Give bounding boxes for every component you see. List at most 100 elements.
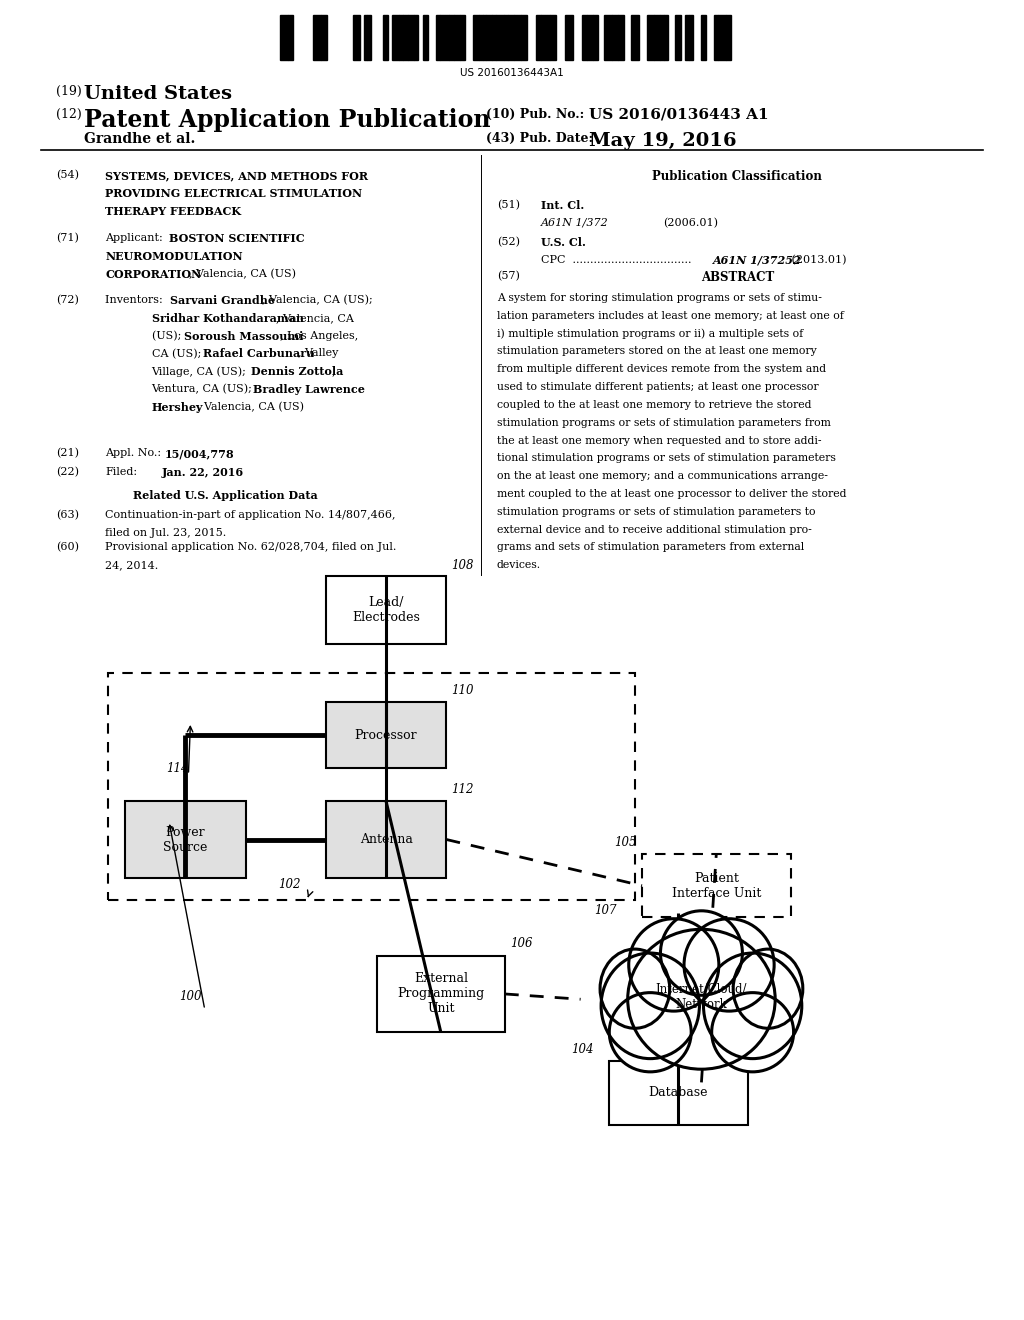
Text: stimulation parameters stored on the at least one memory: stimulation parameters stored on the at …	[497, 346, 816, 356]
Bar	[664, 15, 668, 59]
Text: 106: 106	[510, 937, 532, 950]
Text: i) multiple stimulation programs or ii) a multiple sets of: i) multiple stimulation programs or ii) …	[497, 329, 803, 339]
Ellipse shape	[629, 919, 719, 1011]
Text: US 2016/0136443 A1: US 2016/0136443 A1	[589, 108, 768, 121]
Bar	[685, 15, 689, 59]
Text: Ventura, CA (US);: Ventura, CA (US);	[152, 384, 256, 395]
Text: (72): (72)	[56, 294, 79, 305]
Ellipse shape	[609, 993, 691, 1072]
Bar	[364, 15, 368, 59]
Text: CORPORATION: CORPORATION	[105, 269, 202, 280]
Text: CPC  ..................................: CPC ..................................	[541, 255, 691, 265]
Text: (63): (63)	[56, 510, 79, 520]
Bar	[482, 15, 486, 59]
Bar	[436, 15, 440, 59]
Bar	[582, 15, 587, 59]
Bar	[454, 15, 460, 59]
FancyBboxPatch shape	[326, 801, 446, 878]
Text: ment coupled to the at least one processor to deliver the stored: ment coupled to the at least one process…	[497, 488, 846, 499]
Text: 108: 108	[452, 558, 474, 572]
Text: CA (US);: CA (US);	[152, 348, 205, 359]
Text: (60): (60)	[56, 543, 79, 552]
Text: used to stimulate different patients; at least one processor: used to stimulate different patients; at…	[497, 381, 818, 392]
Bar	[313, 15, 321, 59]
Text: 15/004,778: 15/004,778	[165, 447, 234, 459]
Ellipse shape	[600, 949, 670, 1028]
Text: Publication Classification: Publication Classification	[652, 170, 822, 183]
Text: Jan. 22, 2016: Jan. 22, 2016	[162, 467, 244, 478]
Text: coupled to the at least one memory to retrieve the stored: coupled to the at least one memory to re…	[497, 400, 811, 411]
Bar	[368, 15, 371, 59]
Bar	[460, 15, 465, 59]
Bar	[496, 15, 504, 59]
FancyBboxPatch shape	[326, 576, 446, 644]
Bar	[440, 15, 449, 59]
Bar	[604, 15, 611, 59]
Text: Related U.S. Application Data: Related U.S. Application Data	[133, 490, 317, 502]
Bar	[647, 15, 653, 59]
Text: A system for storing stimulation programs or sets of stimu-: A system for storing stimulation program…	[497, 293, 821, 304]
Text: Database: Database	[648, 1086, 709, 1100]
Text: lation parameters includes at least one memory; at least one of: lation parameters includes at least one …	[497, 310, 844, 321]
Text: , Valencia, CA (US): , Valencia, CA (US)	[189, 269, 296, 279]
Text: Provisional application No. 62/028,704, filed on Jul.: Provisional application No. 62/028,704, …	[105, 543, 397, 552]
Text: Applicant:: Applicant:	[105, 234, 170, 243]
Text: (71): (71)	[56, 234, 79, 243]
Text: from multiple different devices remote from the system and: from multiple different devices remote f…	[497, 364, 825, 375]
Bar	[504, 15, 508, 59]
Text: , Valencia, CA (US): , Valencia, CA (US)	[197, 401, 303, 412]
Text: (54): (54)	[56, 170, 79, 181]
Text: (43) Pub. Date:: (43) Pub. Date:	[486, 132, 594, 145]
Text: (22): (22)	[56, 467, 79, 478]
Text: (52): (52)	[497, 238, 519, 247]
Text: Dennis Zottola: Dennis Zottola	[251, 366, 343, 378]
Bar	[449, 15, 454, 59]
Text: 24, 2014.: 24, 2014.	[105, 560, 159, 570]
Text: (10) Pub. No.:: (10) Pub. No.:	[486, 108, 585, 121]
Text: Grandhe et al.: Grandhe et al.	[84, 132, 196, 147]
Text: Int. Cl.: Int. Cl.	[541, 201, 584, 211]
FancyBboxPatch shape	[642, 854, 791, 917]
Text: Village, CA (US);: Village, CA (US);	[152, 366, 250, 376]
Bar	[486, 15, 492, 59]
Bar	[280, 15, 288, 59]
Bar	[508, 15, 514, 59]
Text: , Los Angeles,: , Los Angeles,	[280, 330, 357, 341]
Text: 102: 102	[279, 878, 301, 891]
Text: , Valley: , Valley	[298, 348, 338, 359]
Text: U.S. Cl.: U.S. Cl.	[541, 238, 586, 248]
Bar	[718, 15, 726, 59]
Text: A61N 1/37252: A61N 1/37252	[713, 255, 802, 265]
Bar	[514, 15, 521, 59]
Text: Power
Source: Power Source	[163, 825, 208, 854]
Bar	[660, 15, 664, 59]
Bar	[352, 15, 359, 59]
Bar	[536, 15, 542, 59]
Text: Antenna: Antenna	[359, 833, 413, 846]
Ellipse shape	[684, 919, 774, 1011]
Text: (57): (57)	[497, 271, 519, 281]
Bar	[383, 15, 387, 59]
Text: Filed:: Filed:	[105, 467, 137, 477]
Bar	[653, 15, 660, 59]
Bar	[423, 15, 428, 59]
Bar	[542, 15, 550, 59]
Bar	[611, 15, 618, 59]
FancyBboxPatch shape	[125, 801, 246, 878]
Bar	[403, 15, 408, 59]
FancyBboxPatch shape	[326, 702, 446, 768]
Bar	[689, 15, 693, 59]
Text: (2013.01): (2013.01)	[788, 255, 847, 265]
Text: (21): (21)	[56, 447, 79, 458]
Text: external device and to receive additional stimulation pro-: external device and to receive additiona…	[497, 524, 811, 535]
Text: 110: 110	[452, 684, 474, 697]
Text: (US);: (US);	[152, 330, 184, 341]
Text: (12): (12)	[56, 108, 86, 121]
Bar	[321, 15, 327, 59]
Text: External
Programming
Unit: External Programming Unit	[397, 973, 484, 1015]
Text: Appl. No.:: Appl. No.:	[105, 447, 165, 458]
Text: Lead/
Electrodes: Lead/ Electrodes	[352, 595, 420, 624]
Bar	[631, 15, 639, 59]
Text: 114: 114	[166, 762, 188, 775]
Text: Patent Application Publication: Patent Application Publication	[84, 108, 490, 132]
